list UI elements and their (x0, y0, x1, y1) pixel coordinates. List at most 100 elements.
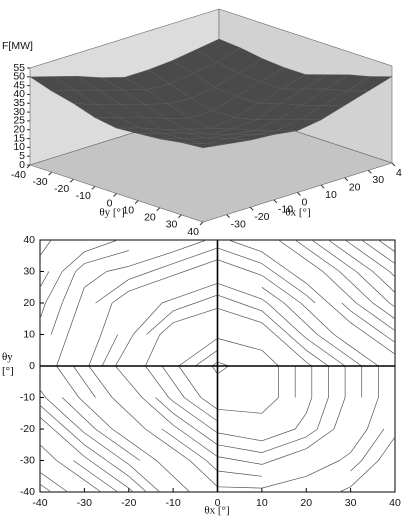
x-axis-title: θx [°] (204, 505, 229, 517)
x-tick (226, 214, 230, 218)
contour-line (100, 302, 113, 335)
contour-line (128, 460, 174, 493)
contour-line (128, 428, 174, 461)
y-tick (178, 214, 182, 219)
y-tick-label: -10 (76, 190, 91, 202)
contour-line (350, 428, 396, 461)
y-axis-title: θy [°] (99, 207, 124, 219)
contour-line (84, 397, 130, 430)
x-tick-label: 20 (300, 497, 312, 509)
x-tick (368, 170, 372, 174)
y-tick-label: 30 (23, 265, 35, 277)
y-tick-label: 0 (29, 360, 35, 372)
z-tick-label: 25 (13, 115, 25, 127)
contour-line (306, 460, 351, 493)
contour-line (128, 397, 174, 430)
contour-line (350, 460, 379, 488)
x-tick (391, 162, 396, 167)
x-tick (320, 184, 325, 189)
z-tick-label: 10 (13, 141, 25, 153)
y-tick-label: 0 (107, 197, 113, 209)
contour-line (261, 428, 307, 461)
contour-line (350, 334, 396, 367)
z-tick-label: 15 (13, 132, 25, 144)
x-tick-label: 40 (396, 167, 402, 179)
y-tick-label: 30 (166, 219, 178, 231)
contour-line (261, 302, 307, 335)
contour-line (128, 271, 174, 304)
x-tick-label: -20 (121, 497, 136, 509)
x-tick-label: -30 (77, 497, 92, 509)
y-tick-label: 10 (23, 328, 35, 340)
contour-line (128, 334, 161, 367)
contour-line (39, 271, 85, 304)
x-tick (297, 192, 301, 196)
y-tick-label: 40 (187, 226, 199, 238)
contour-line (56, 334, 69, 367)
y-tick-label: 40 (23, 234, 35, 246)
y-tick (91, 186, 96, 190)
contour-line (217, 432, 262, 461)
contour-line (39, 397, 85, 430)
contour-line (217, 408, 262, 414)
z-tick-label: 50 (13, 71, 25, 83)
contour-line (39, 428, 85, 461)
contour-line (172, 271, 218, 304)
z-tick-label: 0 (19, 159, 25, 171)
contour-line (306, 334, 351, 367)
y-tick (113, 193, 117, 197)
x-tick-label: 30 (372, 174, 384, 186)
y-tick-label: 10 (122, 204, 134, 216)
contour-line (84, 271, 130, 304)
contour-line (261, 271, 307, 304)
y-tick-label: -40 (11, 169, 26, 181)
contour-line (261, 239, 307, 272)
y-tick-label: -40 (20, 486, 35, 498)
x-tick (273, 199, 278, 204)
x-axis-title: θx [°] (285, 207, 310, 219)
x-tick (344, 177, 349, 182)
contour-line (132, 302, 174, 335)
contour-line (172, 397, 218, 430)
y-tick-label: 20 (23, 297, 35, 309)
contour-line (361, 366, 379, 398)
contour-line (217, 460, 262, 489)
contour-line (217, 365, 229, 375)
contour-line (128, 251, 174, 272)
contour-line (39, 460, 85, 493)
contour-line (39, 365, 85, 398)
contour-line (39, 239, 85, 272)
y-tick-label: -20 (54, 183, 69, 195)
contour-line (84, 428, 130, 461)
z-tick-label: 30 (13, 106, 25, 118)
x-tick-label: 40 (389, 497, 401, 509)
x-tick-label: 0 (302, 196, 308, 208)
x-tick-label: 30 (345, 497, 357, 509)
contour-line (217, 302, 263, 324)
contour-line (306, 428, 351, 461)
y-tick (26, 164, 31, 169)
contour-line (84, 365, 130, 398)
contour-line (306, 271, 351, 304)
x-tick-label: 20 (349, 182, 361, 194)
z-tick-label: 20 (13, 124, 25, 136)
contour-line (39, 302, 80, 335)
contour-line (311, 366, 346, 398)
surface-patch (181, 142, 227, 149)
contour-line (305, 397, 346, 430)
y-tick-label: -30 (32, 176, 47, 188)
y-tick-label: 20 (144, 212, 156, 224)
contour-line (261, 334, 307, 367)
contour-line (128, 365, 174, 398)
x-tick-label: -10 (166, 497, 181, 509)
z-tick-label: 55 (13, 62, 25, 74)
contour-line (350, 239, 396, 272)
x-tick-label: -20 (254, 211, 269, 223)
z-tick-label: 45 (13, 79, 25, 91)
contour-line (172, 428, 218, 461)
z-axis-title: F[MW] (2, 40, 33, 52)
y-tick (48, 171, 52, 176)
x-tick-label: 0 (215, 497, 221, 509)
